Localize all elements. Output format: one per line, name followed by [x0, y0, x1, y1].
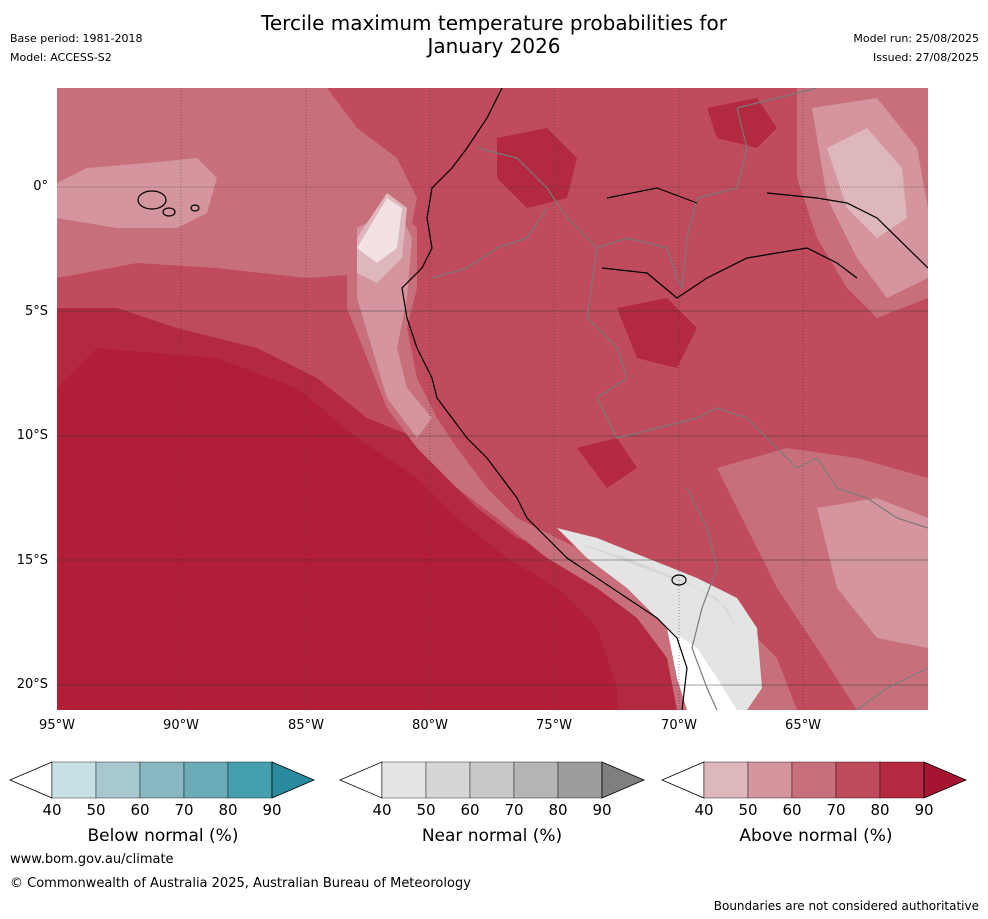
model-name: Model: ACCESS-S2: [10, 51, 112, 64]
colorbar-above: [660, 761, 968, 799]
colorbar-extend-low: [8, 761, 53, 799]
colorbar-below: [8, 761, 316, 799]
colorbar-segment: [381, 761, 427, 799]
lon-label-80w: 80°W: [412, 718, 448, 733]
fill-above-80-patch-2: [617, 298, 697, 368]
model-run: Model run: 25/08/2025: [853, 32, 979, 45]
colorbar-segment: [747, 761, 793, 799]
lon-label-90w: 90°W: [163, 718, 199, 733]
colorbar-tick-label: 80: [548, 801, 568, 819]
probability-map: [57, 88, 928, 710]
lat-label-15s: 15°S: [16, 553, 48, 568]
colorbar-tick-label: 70: [504, 801, 524, 819]
fill-above-50-east: [817, 498, 928, 648]
lon-label-75w: 75°W: [536, 718, 572, 733]
colorbar-tick-label: 80: [218, 801, 238, 819]
colorbar-near-title: Near normal (%): [421, 826, 563, 846]
country-borders: [431, 88, 928, 710]
fill-above-50-galapagos: [57, 158, 217, 228]
colorbar-extend-low: [660, 761, 705, 799]
copyright-text: © Commonwealth of Australia 2025, Austra…: [10, 876, 471, 891]
coastline: [137, 88, 928, 710]
colorbar-tick-label: 60: [460, 801, 480, 819]
fill-white-north: [357, 198, 402, 263]
colorbar-segment: [425, 761, 471, 799]
colorbar-segment: [557, 761, 603, 799]
colorbar-segment: [469, 761, 515, 799]
lon-label-65w: 65°W: [785, 718, 821, 733]
colorbar-tick-label: 70: [826, 801, 846, 819]
colorbar-tick-label: 40: [42, 801, 62, 819]
colorbar-segment: [95, 761, 141, 799]
colorbar-tick-label: 40: [694, 801, 714, 819]
lon-label-70w: 70°W: [661, 718, 697, 733]
colorbar-below-title: Below normal (%): [87, 826, 239, 846]
colorbar-segment: [139, 761, 185, 799]
lat-label-5s: 5°S: [24, 304, 48, 319]
colorbar-extend-high: [923, 761, 968, 799]
title-line-2: January 2026: [427, 34, 561, 58]
colorbar-extend-high: [601, 761, 646, 799]
title-line-1: Tercile maximum temperature probabilitie…: [261, 11, 727, 35]
graticule: [57, 88, 928, 710]
colorbar-segment: [227, 761, 273, 799]
colorbar-extend-low: [338, 761, 383, 799]
fill-above-40-ne: [827, 128, 907, 238]
colorbar-tick-label: 50: [416, 801, 436, 819]
fill-above-60-nw: [57, 88, 417, 278]
colorbar-segment: [51, 761, 97, 799]
colorbar-above-title: Above normal (%): [739, 826, 893, 846]
lon-label-95w: 95°W: [39, 718, 75, 733]
colorbar-tick-label: 80: [870, 801, 890, 819]
fill-above-80-inner: [57, 348, 617, 710]
lat-label-20s: 20°S: [16, 677, 48, 692]
colorbar-segment: [513, 761, 559, 799]
colorbar-tick-label: 50: [738, 801, 758, 819]
colorbar-segment: [879, 761, 925, 799]
colorbar-segment: [791, 761, 837, 799]
lon-label-85w: 85°W: [288, 718, 324, 733]
lat-label-0: 0°: [33, 179, 48, 194]
colorbar-segment: [835, 761, 881, 799]
colorbar-segment: [183, 761, 229, 799]
fill-above-80-patch-3: [707, 98, 777, 148]
colorbar-tick-label: 90: [262, 801, 282, 819]
page-title: Tercile maximum temperature probabilitie…: [0, 12, 988, 58]
fill-near-coast: [557, 528, 762, 710]
map-fill-layers: [57, 88, 928, 710]
fill-above-80-patch-4: [577, 438, 637, 488]
website-link[interactable]: www.bom.gov.au/climate: [10, 852, 174, 867]
colorbar-tick-label: 90: [914, 801, 934, 819]
fill-above-80-patch-1: [497, 128, 577, 208]
colorbar-tick-label: 70: [174, 801, 194, 819]
colorbar-extend-high: [271, 761, 316, 799]
colorbar-tick-label: 90: [592, 801, 612, 819]
colorbar-tick-label: 50: [86, 801, 106, 819]
colorbar-tick-label: 60: [782, 801, 802, 819]
issued-date: Issued: 27/08/2025: [872, 51, 979, 64]
colorbar-segment: [703, 761, 749, 799]
colorbar-near: [338, 761, 646, 799]
colorbar-tick-label: 60: [130, 801, 150, 819]
lat-label-10s: 10°S: [16, 428, 48, 443]
base-period: Base period: 1981-2018: [10, 32, 143, 45]
disclaimer-text: Boundaries are not considered authoritat…: [713, 899, 979, 913]
colorbar-tick-label: 40: [372, 801, 392, 819]
